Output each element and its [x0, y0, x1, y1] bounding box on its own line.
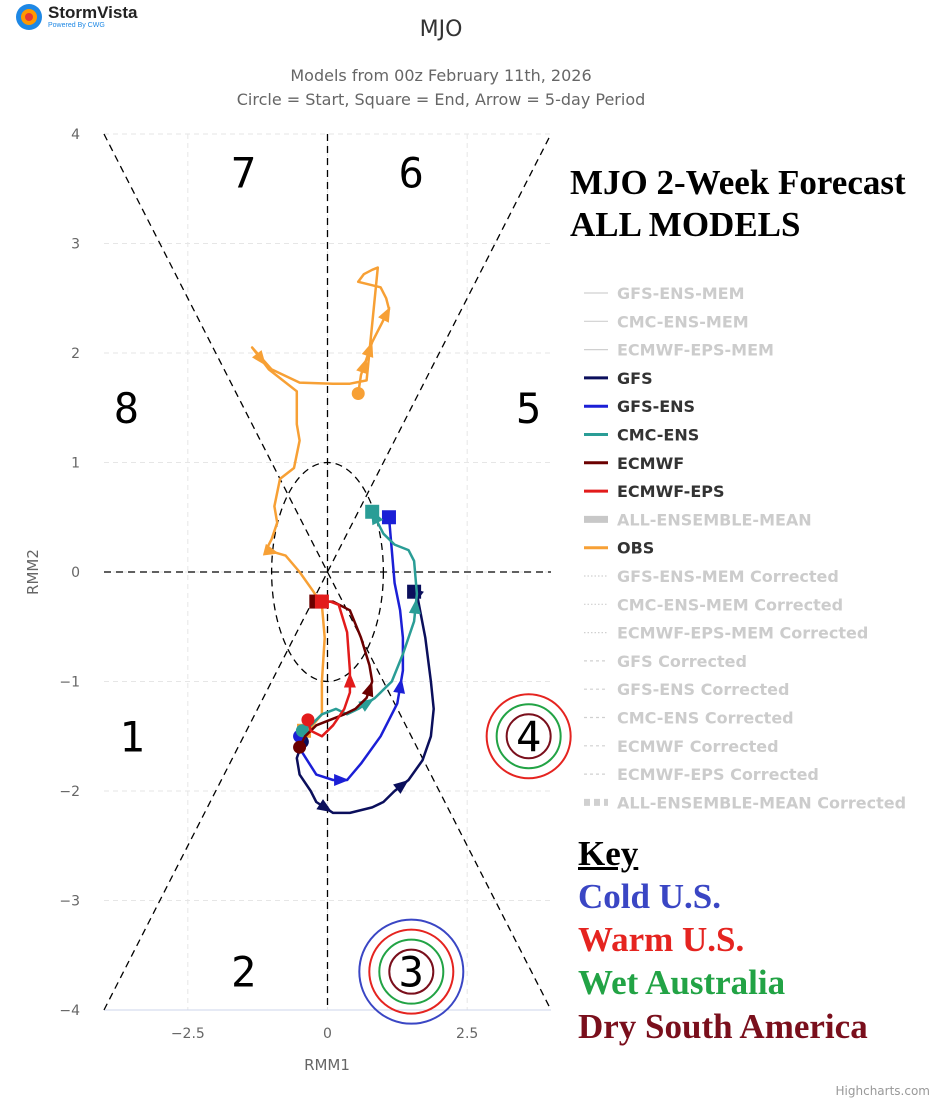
chart-title: MJO	[420, 17, 463, 42]
legend-item-all-ensemble-mean[interactable]: ALL-ENSEMBLE-MEAN	[617, 510, 812, 529]
legend-item-ecmwf-eps-mem[interactable]: ECMWF-EPS-MEM	[617, 341, 774, 360]
series-start-cmc-ens	[295, 724, 309, 738]
phase-ring-0-1	[368, 928, 455, 1015]
legend-item-cmc-ens-corrected[interactable]: CMC-ENS Corrected	[617, 709, 794, 728]
key-item-dry-south-america: Dry South America	[578, 1007, 868, 1046]
phase-ring-0-0	[358, 918, 465, 1025]
series-arrow-obs-1	[356, 358, 368, 375]
logo-subtitle: Powered By CWG	[48, 22, 105, 29]
series-end-gfs-ens	[381, 510, 396, 525]
x-tick-label: 2.5	[456, 1026, 478, 1042]
logo-name: StormVista	[48, 3, 138, 22]
series-start-ecmwf	[293, 740, 307, 754]
y-tick-label: 1	[71, 456, 80, 472]
series-end-ecmwf-eps	[314, 594, 329, 609]
y-tick-label: −3	[59, 894, 80, 910]
phase-label-4: 4	[516, 712, 541, 761]
y-axis-title: RMM2	[24, 549, 42, 595]
legend-item-cmc-ens-mem[interactable]: CMC-ENS-MEM	[617, 312, 749, 331]
y-tick-label: −2	[59, 784, 80, 800]
series-arrow-gfs-ens-0	[334, 774, 350, 786]
legend-item-ecmwf-eps-corrected[interactable]: ECMWF-EPS Corrected	[617, 765, 819, 784]
y-tick-label: 0	[71, 565, 80, 581]
legend-item-gfs-ens-corrected[interactable]: GFS-ENS Corrected	[617, 680, 789, 699]
series-start-ecmwf-eps	[301, 713, 315, 727]
chart-subtitle-line-1: Models from 00z February 11th, 2026	[290, 66, 591, 85]
key-item-wet-australia: Wet Australia	[578, 963, 786, 1002]
credits-link[interactable]: Highcharts.com	[835, 1084, 930, 1098]
y-tick-label: −1	[59, 675, 80, 691]
y-tick-label: −4	[59, 1003, 80, 1019]
phase-label-3: 3	[399, 948, 424, 997]
series-arrow-gfs-0	[316, 799, 333, 813]
phase-ring-1-1	[495, 703, 562, 770]
key-item-warm-us: Warm U.S.	[578, 920, 745, 959]
series-line-cmc-ens	[301, 510, 419, 733]
phase-ring-1-0	[485, 693, 572, 780]
x-tick-label: 0	[323, 1026, 332, 1042]
phase-ring-1-2	[505, 713, 552, 760]
y-tick-label: 3	[71, 237, 80, 253]
legend-item-cmc-ens[interactable]: CMC-ENS	[617, 426, 699, 445]
series-arrow-obs-0	[361, 341, 374, 358]
legend: GFS-ENS-MEM CMC-ENS-MEM ECMWF-EPS-MEM GFS GF…	[584, 284, 906, 812]
stormvista-logo-icon	[16, 4, 42, 30]
headline-line-2: ALL MODELS	[570, 205, 801, 244]
x-axis-title: RMM1	[304, 1056, 350, 1074]
series-arrow-obs-3	[252, 350, 266, 366]
legend-item-ecmwf-eps[interactable]: ECMWF-EPS	[617, 482, 725, 501]
legend-item-cmc-ens-mem-corrected[interactable]: CMC-ENS-MEM Corrected	[617, 595, 843, 614]
phase-ring-0-2	[378, 938, 445, 1005]
legend-item-obs[interactable]: OBS	[617, 539, 654, 558]
headline-line-1: MJO 2-Week Forecast	[570, 163, 906, 202]
series-line-ecmwf-eps	[306, 600, 352, 738]
legend-item-gfs-ens-mem-corrected[interactable]: GFS-ENS-MEM Corrected	[617, 567, 839, 586]
legend-item-all-ensemble-mean-corrected[interactable]: ALL-ENSEMBLE-MEAN Corrected	[617, 793, 906, 812]
key-title: Key	[578, 834, 639, 873]
phase-label-5: 5	[516, 384, 541, 433]
series-line-gfs	[295, 590, 435, 815]
phase-diagonal-1	[103, 133, 552, 1011]
series-arrow-cmc-ens-1	[408, 598, 421, 615]
series-line-obs	[250, 266, 391, 733]
legend-item-ecmwf-corrected[interactable]: ECMWF Corrected	[617, 737, 779, 756]
legend-item-gfs-ens[interactable]: GFS-ENS	[617, 397, 695, 416]
phase-label-2: 2	[231, 948, 256, 997]
y-tick-label: 4	[71, 127, 80, 143]
legend-item-gfs[interactable]: GFS	[617, 369, 653, 388]
unit-circle	[270, 461, 385, 683]
series-arrow-gfs-1	[393, 780, 409, 794]
legend-item-gfs-corrected[interactable]: GFS Corrected	[617, 652, 747, 671]
key-item-cold-us: Cold U.S.	[578, 877, 721, 916]
stormvista-logo: StormVista Powered By CWG	[16, 4, 137, 30]
series-line-gfs-ens	[298, 516, 405, 782]
phase-label-7: 7	[231, 148, 256, 197]
legend-item-gfs-ens-mem[interactable]: GFS-ENS-MEM	[617, 284, 744, 303]
series-end-gfs	[407, 584, 422, 599]
series-start-obs	[351, 387, 365, 401]
legend-item-ecmwf[interactable]: ECMWF	[617, 454, 684, 473]
plot-area: −2.5 0 2.5 −4 −3 −2 −1 0 1 2 3 4 1 2 3 4 5 6 7 8	[59, 127, 572, 1042]
series-arrow-obs-4	[262, 543, 279, 556]
phase-diagonal-2	[103, 133, 552, 1011]
series-line-ecmwf	[298, 600, 374, 749]
series-end-cmc-ens	[365, 504, 380, 519]
y-tick-label: 2	[71, 346, 80, 362]
series-arrow-gfs-ens-1	[393, 678, 405, 694]
phase-label-8: 8	[114, 384, 139, 433]
phase-label-6: 6	[399, 148, 424, 197]
chart-subtitle-line-2: Circle = Start, Square = End, Arrow = 5-…	[237, 90, 646, 109]
legend-item-ecmwf-eps-mem-corrected[interactable]: ECMWF-EPS-MEM Corrected	[617, 624, 868, 643]
series-arrow-obs-2	[378, 306, 391, 323]
series-arrow-ecmwf-0	[361, 681, 374, 698]
series-arrow-ecmwf-eps-0	[343, 672, 356, 688]
phase-label-1: 1	[119, 712, 144, 761]
phase-ring-0-3	[388, 948, 435, 995]
x-tick-label: −2.5	[171, 1026, 205, 1042]
